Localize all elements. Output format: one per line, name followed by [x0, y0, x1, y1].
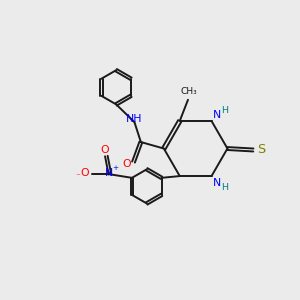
- Text: N: N: [213, 110, 221, 119]
- Text: O: O: [123, 159, 131, 170]
- Text: +: +: [112, 165, 118, 171]
- Text: S: S: [257, 143, 266, 156]
- Text: H: H: [221, 106, 228, 115]
- Text: CH₃: CH₃: [180, 87, 197, 96]
- Text: N: N: [105, 168, 113, 178]
- Text: NH: NH: [126, 114, 142, 124]
- Text: ⁻: ⁻: [76, 172, 81, 181]
- Text: N: N: [213, 178, 221, 188]
- Text: O: O: [80, 167, 89, 178]
- Text: H: H: [221, 183, 228, 192]
- Text: O: O: [100, 145, 109, 154]
